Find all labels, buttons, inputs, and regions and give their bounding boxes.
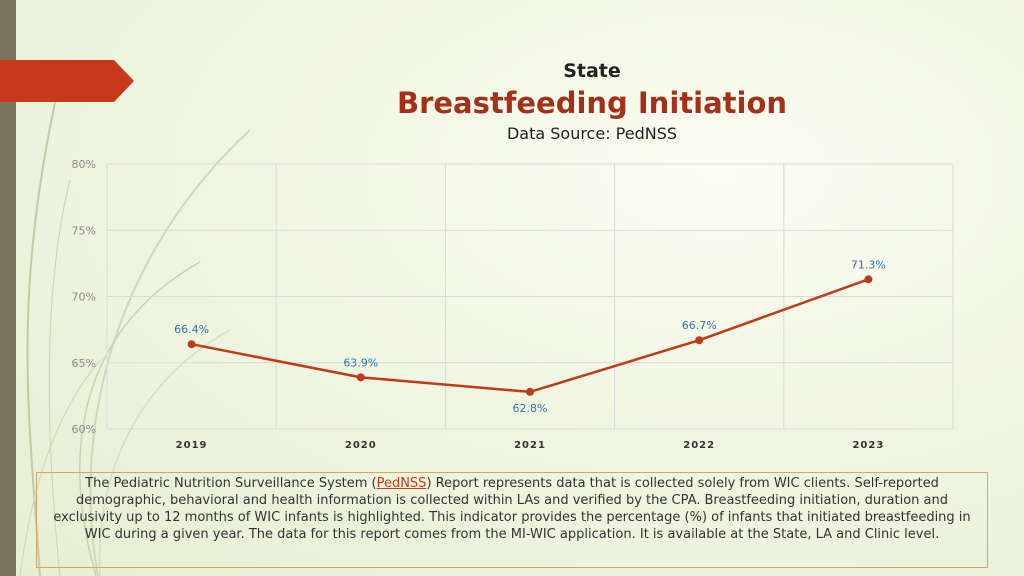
data-point <box>187 340 196 349</box>
x-tick-label: 2021 <box>514 440 546 451</box>
data-label: 71.3% <box>851 258 886 271</box>
data-point <box>356 373 365 382</box>
data-label: 62.8% <box>513 402 548 415</box>
note-text-rest: ) Report represents data that is collect… <box>53 476 971 542</box>
x-axis-ticks: 2019 2020 2021 2022 2023 <box>176 440 884 451</box>
x-tick-label: 2020 <box>345 440 377 451</box>
title-state: State <box>563 60 621 82</box>
note-text-start: The Pediatric Nutrition Surveillance Sys… <box>85 476 377 491</box>
y-tick-label: 80% <box>72 158 96 171</box>
y-tick-label: 60% <box>72 423 96 436</box>
y-tick-label: 65% <box>72 357 96 370</box>
data-label: 66.4% <box>174 323 209 336</box>
x-tick-label: 2019 <box>176 440 208 451</box>
y-tick-label: 75% <box>72 224 96 237</box>
pednss-link[interactable]: PedNSS <box>376 476 427 491</box>
data-labels: 66.4% 63.9% 62.8% 66.7% 71.3% <box>174 258 886 415</box>
data-point <box>526 387 534 396</box>
left-side-bar <box>0 0 16 576</box>
x-tick-label: 2022 <box>683 440 715 451</box>
data-label: 66.7% <box>682 319 717 332</box>
y-axis-ticks: 60% 65% 70% 75% 80% <box>72 158 96 436</box>
accent-arrow-banner <box>0 60 134 102</box>
x-tick-label: 2023 <box>852 440 884 451</box>
data-point <box>695 336 704 345</box>
chart-title: Breastfeeding Initiation <box>396 86 788 120</box>
data-label: 63.9% <box>343 356 378 369</box>
data-source-label: Data Source: PedNSS <box>506 124 678 143</box>
series-breastfeeding-initiation <box>187 275 873 396</box>
data-point <box>864 275 873 284</box>
title-block: State Breastfeeding Initiation Data Sour… <box>380 58 804 146</box>
y-tick-label: 70% <box>72 291 96 304</box>
description-note: The Pediatric Nutrition Surveillance Sys… <box>36 472 988 568</box>
chart-grid <box>106 163 954 430</box>
decorative-grass-lines <box>19 79 251 576</box>
